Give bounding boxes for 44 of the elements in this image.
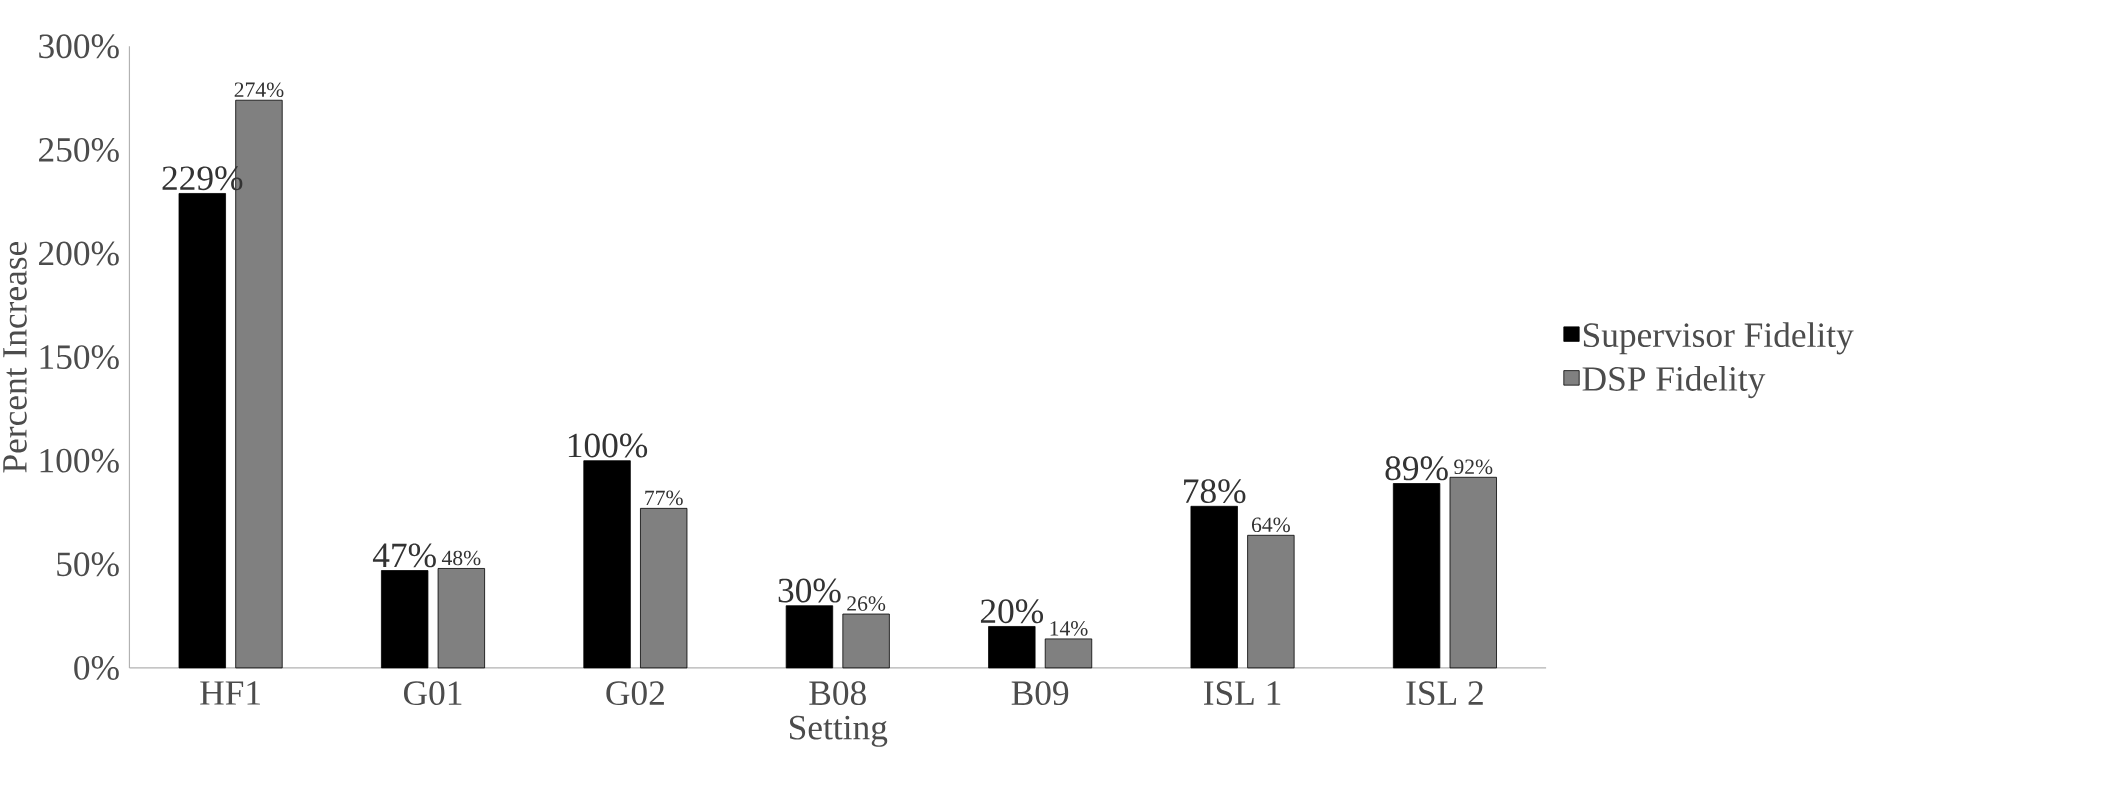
x-axis-title: Setting: [790, 715, 888, 747]
data-label: 92%: [1454, 459, 1493, 475]
bar: [381, 570, 429, 669]
legend-label: DSP Fidelity: [1582, 366, 1766, 399]
y-tick-label: 50%: [57, 552, 119, 577]
data-label: 78%: [1184, 479, 1246, 504]
bar: [785, 605, 834, 669]
x-tick-label: B08: [809, 681, 866, 706]
bar: [1247, 534, 1295, 669]
x-tick-label: G02: [606, 681, 664, 706]
bar: [1449, 476, 1497, 669]
bar: [988, 626, 1036, 669]
data-label: 20%: [980, 599, 1044, 624]
y-tick-label: 300%: [39, 34, 119, 59]
bar: [842, 613, 890, 669]
x-tick-label: G01: [403, 681, 462, 706]
bar: [583, 460, 631, 669]
data-label: 30%: [778, 578, 841, 603]
data-label: 14%: [1050, 621, 1088, 636]
data-label: 100%: [568, 433, 648, 458]
bar: [1392, 483, 1441, 669]
y-axis-title: Percent Increase: [3, 241, 27, 473]
bar: [640, 507, 688, 669]
x-tick-label: B09: [1011, 681, 1069, 706]
bar: [437, 568, 486, 669]
data-label: 89%: [1385, 456, 1448, 481]
bar: [1044, 638, 1093, 669]
bar: [1190, 505, 1238, 669]
y-tick-label: 0%: [74, 655, 119, 680]
x-tick-label: ISL 2: [1406, 681, 1483, 706]
x-tick-label: ISL 1: [1204, 681, 1281, 706]
data-label: 274%: [234, 82, 284, 98]
y-tick-label: 200%: [39, 241, 119, 266]
y-tick-label: 100%: [40, 448, 119, 473]
data-label: 48%: [441, 550, 481, 566]
y-tick-label: 250%: [39, 137, 119, 162]
bar: [178, 193, 226, 669]
data-label: 26%: [847, 596, 886, 611]
legend-label: Supervisor Fidelity: [1583, 322, 1854, 355]
x-tick-label: HF1: [200, 681, 260, 705]
y-tick-label: 150%: [40, 345, 119, 370]
data-label: 47%: [372, 543, 436, 568]
data-label: 77%: [645, 490, 683, 506]
data-label: 64%: [1251, 517, 1290, 533]
